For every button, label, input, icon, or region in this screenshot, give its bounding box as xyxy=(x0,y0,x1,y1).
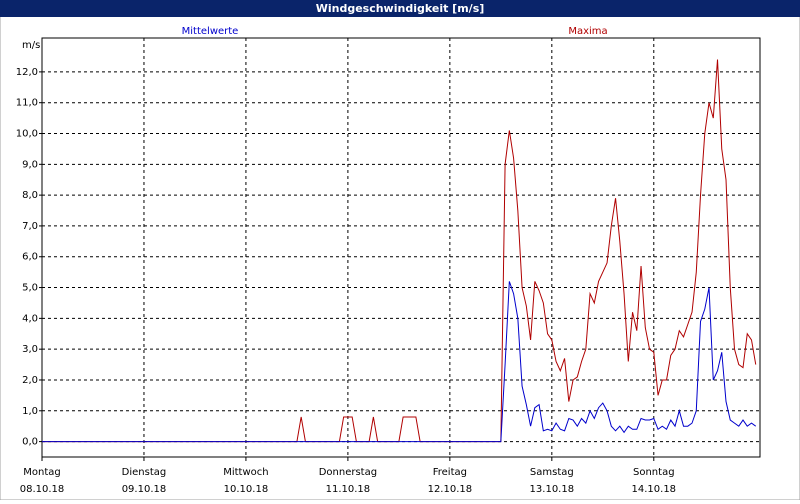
title-bar xyxy=(0,0,800,17)
legend-entry: Maxima xyxy=(568,26,607,37)
y-tick-label: 10,0 xyxy=(16,129,38,140)
x-tick-date: 12.10.18 xyxy=(428,484,473,495)
x-tick-label: Sonntag xyxy=(633,467,675,478)
y-tick-label: 9,0 xyxy=(22,159,38,170)
x-tick-label: Donnerstag xyxy=(319,467,377,478)
y-tick-label: 12,0 xyxy=(16,67,38,78)
x-tick-date: 08.10.18 xyxy=(20,484,65,495)
x-tick-label: Montag xyxy=(23,467,60,478)
y-tick-label: 2,0 xyxy=(22,375,38,386)
x-tick-label: Mittwoch xyxy=(223,467,268,478)
y-tick-label: 0,0 xyxy=(22,437,38,448)
y-axis-label: m/s xyxy=(22,40,40,51)
x-tick-date: 11.10.18 xyxy=(326,484,371,495)
x-tick-label: Dienstag xyxy=(122,467,167,478)
x-tick-date: 09.10.18 xyxy=(122,484,167,495)
x-tick-date: 13.10.18 xyxy=(530,484,575,495)
y-tick-label: 4,0 xyxy=(22,313,38,324)
y-tick-label: 8,0 xyxy=(22,190,38,201)
x-tick-label: Freitag xyxy=(433,467,467,478)
data-line xyxy=(42,281,757,443)
x-tick-date: 10.10.18 xyxy=(224,484,269,495)
plot-area xyxy=(41,37,761,458)
chart-title: Windgeschwindigkeit [m/s] xyxy=(316,2,485,15)
y-tick-label: 1,0 xyxy=(22,406,38,417)
y-tick-label: 5,0 xyxy=(22,283,38,294)
legend-entry: Mittelwerte xyxy=(182,26,239,37)
y-tick-label: 11,0 xyxy=(16,98,38,109)
y-tick-label: 7,0 xyxy=(22,221,38,232)
x-tick-date: 14.10.18 xyxy=(632,484,677,495)
y-tick-label: 6,0 xyxy=(22,252,38,263)
data-line xyxy=(42,59,757,443)
x-tick-label: Samstag xyxy=(530,467,574,478)
y-tick-label: 3,0 xyxy=(22,344,38,355)
